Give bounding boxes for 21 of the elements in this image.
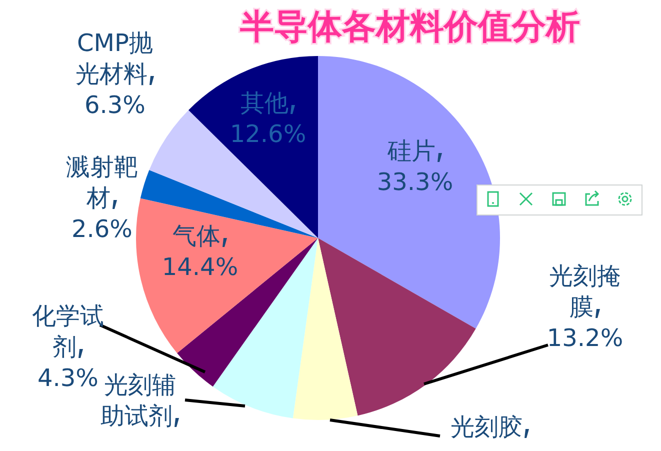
pie-slice xyxy=(318,238,476,416)
pie-slice xyxy=(318,56,500,329)
slice-label: CMP抛光材料 xyxy=(76,29,154,88)
slice-label: 其他 xyxy=(240,89,290,117)
data-label: 33.3% xyxy=(376,168,454,196)
pie-slice xyxy=(292,238,358,420)
slice-label: 光刻辅助试剂 xyxy=(100,371,177,430)
slice-label: 气体 xyxy=(172,222,222,250)
slice-label: 硅片 xyxy=(388,137,436,165)
data-label: 2.6% xyxy=(72,215,132,243)
slice-label: 化学试剂 xyxy=(32,302,104,361)
data-label: 4.3% xyxy=(38,364,98,392)
data-label: 14.4% xyxy=(162,253,238,281)
data-label: 12.6% xyxy=(230,120,306,148)
data-label: 6.3% xyxy=(84,91,146,119)
slice-label: 光刻胶 xyxy=(450,413,524,441)
slice-label: 溅射靶材 xyxy=(66,153,138,212)
pie-slice xyxy=(136,198,318,354)
data-label: 13.2% xyxy=(546,324,624,352)
slice-label: 光刻掩膜 xyxy=(549,262,621,321)
chart-title: 半导体各材料价值分析 xyxy=(239,7,580,47)
